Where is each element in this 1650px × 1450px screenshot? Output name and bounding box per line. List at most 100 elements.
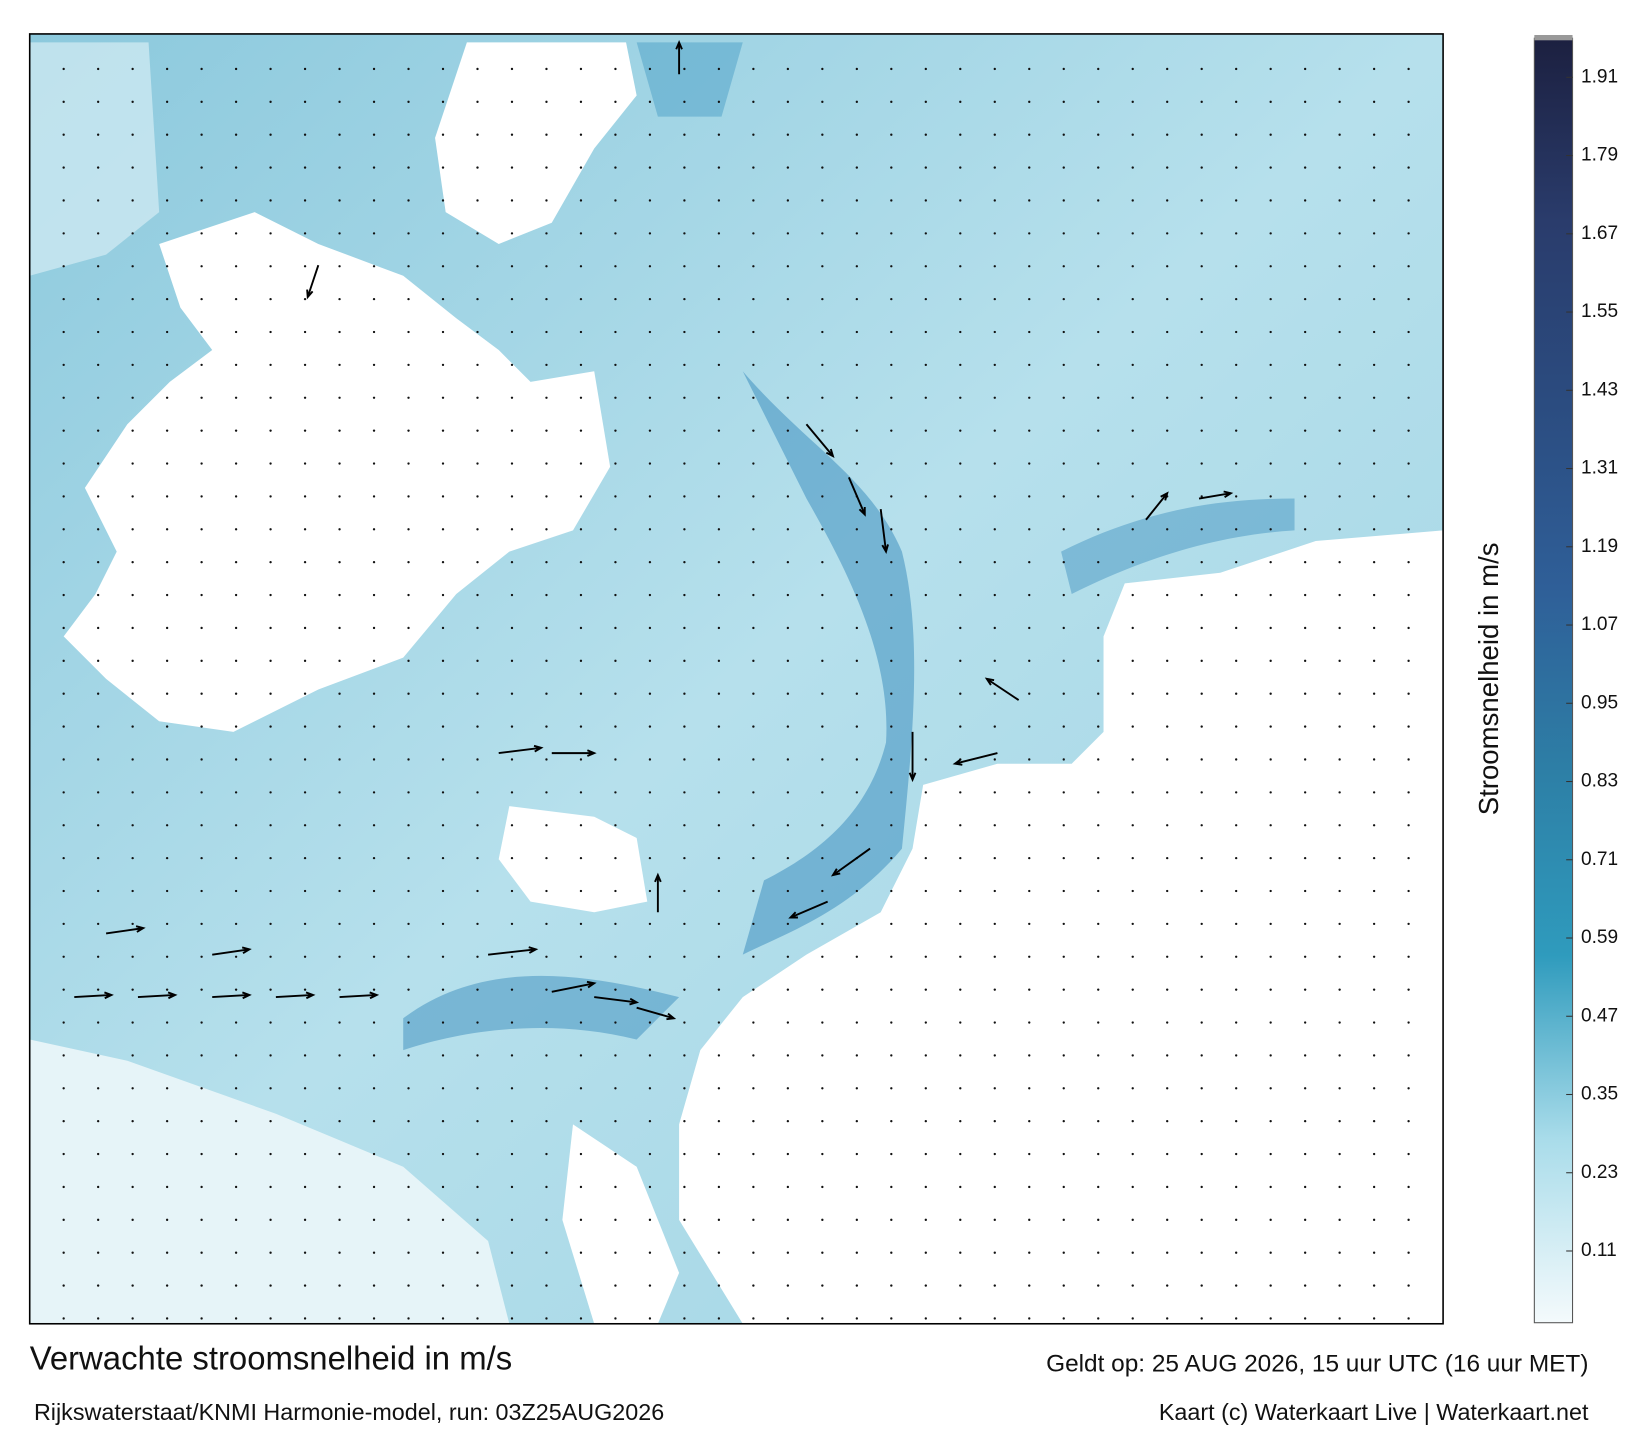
grid-dot: [614, 100, 617, 103]
grid-dot: [993, 232, 996, 235]
grid-dot: [890, 1218, 893, 1221]
grid-dot: [1269, 955, 1272, 958]
grid-dot: [62, 199, 65, 202]
grid-dot: [924, 133, 927, 136]
grid-dot: [993, 429, 996, 432]
grid-dot: [510, 166, 514, 169]
channel: [403, 975, 680, 1051]
grid-dot: [476, 429, 479, 432]
grid-dot: [786, 166, 790, 169]
grid-dot: [1062, 1054, 1065, 1057]
grid-dot: [1338, 1054, 1341, 1057]
grid-dot: [407, 561, 410, 564]
grid-dot: [372, 758, 376, 761]
grid-dot: [372, 1251, 376, 1254]
grid-dot: [1131, 396, 1134, 399]
grid-dot: [200, 791, 203, 794]
grid-dot: [1235, 133, 1238, 136]
grid-dot: [1097, 1087, 1100, 1090]
grid-dot: [510, 265, 514, 268]
grid-dot: [372, 100, 376, 103]
grid-dot: [1097, 166, 1100, 169]
grid-dot: [717, 758, 721, 761]
grid-dot: [1200, 1152, 1203, 1156]
grid-dot: [545, 232, 548, 235]
grid-dot: [372, 1185, 376, 1189]
grid-dot: [924, 758, 927, 761]
grid-dot: [96, 758, 100, 761]
grid-dot: [1338, 297, 1341, 301]
grid-dot: [372, 1087, 376, 1090]
grid-dot: [338, 528, 341, 531]
grid-dot: [303, 133, 307, 136]
grid-dot: [1303, 495, 1307, 498]
grid-dot: [62, 1185, 65, 1189]
grid-dot: [1062, 166, 1065, 169]
grid-dot: [96, 1185, 100, 1189]
grid-dot: [786, 988, 790, 991]
grid-dot: [269, 725, 272, 728]
grid-dot: [1338, 462, 1341, 465]
grid-dot: [96, 429, 100, 432]
grid-dot: [269, 1317, 272, 1320]
grid-dot: [1372, 561, 1376, 564]
grid-dot: [786, 265, 790, 268]
grid-dot: [1407, 528, 1410, 531]
grid-dot: [1166, 988, 1169, 991]
grid-dot: [234, 824, 238, 827]
grid-dot: [303, 626, 307, 630]
grid-dot: [407, 1251, 410, 1254]
grid-dot: [303, 593, 307, 597]
grid-dot: [614, 429, 617, 432]
grid-dot: [476, 593, 479, 597]
grid-dot: [1338, 1251, 1341, 1254]
grid-dot: [441, 824, 445, 827]
grid-dot: [545, 561, 548, 564]
grid-dot: [96, 593, 100, 597]
grid-dot: [303, 1120, 307, 1123]
grid-dot: [752, 593, 755, 597]
grid-dot: [1200, 659, 1203, 662]
grid-dot: [683, 100, 686, 103]
grid-dot: [648, 265, 652, 268]
grid-dot: [545, 593, 548, 597]
grid-dot: [924, 232, 927, 235]
grid-dot: [441, 1021, 445, 1024]
grid-dot: [683, 199, 686, 202]
grid-dot: [993, 133, 996, 136]
grid-dot: [1028, 725, 1031, 728]
grid-dot: [200, 626, 203, 630]
grid-dot: [96, 1120, 100, 1123]
grid-dot: [786, 626, 790, 630]
grid-dot: [1235, 1120, 1238, 1123]
grid-dot: [648, 1021, 652, 1024]
grid-dot: [303, 922, 307, 926]
grid-dot: [96, 67, 100, 71]
grid-dot: [579, 1021, 583, 1024]
grid-dot: [510, 495, 514, 498]
grid-dot: [1097, 133, 1100, 136]
grid-dot: [1097, 988, 1100, 991]
grid-dot: [269, 1284, 272, 1287]
grid-dot: [1407, 889, 1410, 893]
grid-dot: [545, 988, 548, 991]
grid-dot: [338, 1185, 341, 1189]
grid-dot: [338, 1152, 341, 1156]
grid-dot: [1062, 1087, 1065, 1090]
grid-dot: [890, 1152, 893, 1156]
grid-dot: [303, 725, 307, 728]
grid-dot: [441, 889, 445, 893]
grid-dot: [476, 1152, 479, 1156]
grid-dot: [855, 824, 859, 827]
grid-dot: [1372, 1251, 1376, 1254]
grid-dot: [1407, 988, 1410, 991]
grid-dot: [545, 67, 548, 71]
grid-dot: [441, 659, 445, 662]
grid-dot: [1062, 232, 1065, 235]
grid-dot: [614, 889, 617, 893]
grid-dot: [1407, 232, 1410, 235]
grid-dot: [303, 297, 307, 301]
grid-dot: [476, 1120, 479, 1123]
grid-dot: [131, 232, 134, 235]
